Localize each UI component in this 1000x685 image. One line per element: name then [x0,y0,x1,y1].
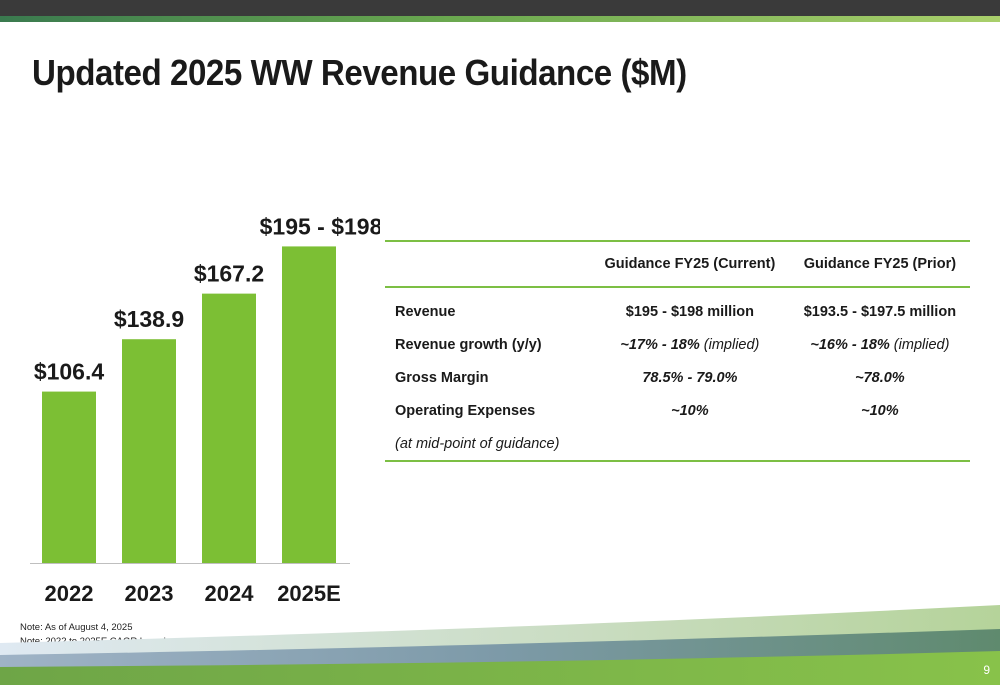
row-label: Revenue [395,303,456,320]
table-row: Operating Expenses ~10% ~10% [385,394,970,427]
x-tick-label-2025E: 2025E [277,581,341,606]
data-label-2024: $167.2 [194,261,264,287]
x-tick-label-2023: 2023 [125,581,174,606]
bar-2025E [282,246,336,563]
current-value: ~10% [671,402,709,419]
table-footnote-row: (at mid-point of guidance) [385,427,970,462]
prior-value: $193.5 - $197.5 million [803,303,957,320]
data-label-2022: $106.4 [34,359,105,385]
prior-value: ~10% [861,402,899,419]
table-header-row: Guidance FY25 (Current) Guidance FY25 (P… [385,240,970,288]
bar-2023 [122,339,176,563]
table-row: Revenue growth (y/y) ~17% - 18% (implied… [385,328,970,361]
revenue-bar-chart: $106.4 2022 $138.9 2023 $167.2 2024 $195 - $19… [30,213,380,606]
current-value: 78.5% - 79.0% [642,369,738,386]
top-accent-stripe [0,16,1000,22]
data-label-2025E: $195 - $198 [260,213,380,239]
prior-value: ~78.0% [855,369,905,386]
bar-2022 [42,391,96,563]
prior-value: ~16% - 18% (implied) [810,336,950,353]
x-tick-label-2022: 2022 [45,581,94,606]
data-label-2023: $138.9 [114,306,184,332]
table-footnote: (at mid-point of guidance) [385,427,590,462]
current-value: ~17% - 18% (implied) [620,336,760,353]
table-row: Gross Margin 78.5% - 79.0% ~78.0% [385,361,970,394]
bottom-swoosh-decoration [0,605,1000,685]
row-label: Gross Margin [395,369,489,386]
bar-2024 [202,293,256,563]
slide-title: Updated 2025 WW Revenue Guidance ($M) [32,52,687,93]
x-tick-label-2024: 2024 [205,581,255,606]
note-line: Note: As of August 4, 2025 [20,622,133,633]
table-header-blank [385,240,590,288]
table-header-prior: Guidance FY25 (Prior) [789,240,970,288]
row-label: Revenue growth (y/y) [395,336,542,353]
top-bar [0,0,1000,16]
page-number: 9 [983,663,990,677]
current-value: $195 - $198 million [625,303,754,320]
row-label: Operating Expenses [395,402,536,419]
table-row: Revenue $195 - $198 million $193.5 - $19… [385,287,970,328]
table-header-current: Guidance FY25 (Current) [589,240,790,288]
guidance-table: Guidance FY25 (Current) Guidance FY25 (P… [385,240,970,462]
